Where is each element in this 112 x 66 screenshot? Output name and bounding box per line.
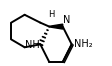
Text: N: N — [63, 15, 71, 25]
Text: NH₂: NH₂ — [74, 39, 93, 49]
Text: NH: NH — [25, 40, 40, 50]
Text: H: H — [48, 10, 54, 19]
Polygon shape — [49, 24, 63, 29]
